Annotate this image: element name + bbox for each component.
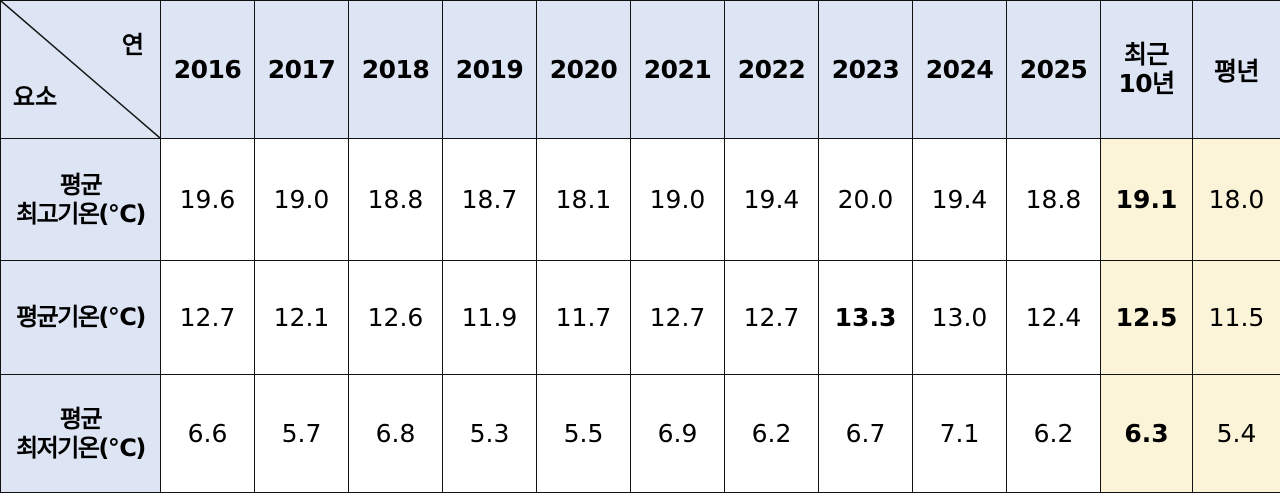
- recent-10yr-cell: 6.3: [1101, 375, 1193, 493]
- value-cell: 12.1: [255, 261, 349, 375]
- value-cell: 7.1: [913, 375, 1007, 493]
- corner-header-cell: 연 요소: [1, 1, 161, 139]
- corner-year-label: 연: [122, 25, 144, 60]
- value-cell: 12.4: [1007, 261, 1101, 375]
- value-cell: 6.2: [725, 375, 819, 493]
- year-header: 2019: [443, 1, 537, 139]
- value-cell: 5.5: [537, 375, 631, 493]
- row-label-line1: 평균: [60, 171, 101, 199]
- value-cell: 6.7: [819, 375, 913, 493]
- value-cell: 5.7: [255, 375, 349, 493]
- value-cell: 12.7: [631, 261, 725, 375]
- row-label-line2: 최고기온(℃): [16, 200, 145, 228]
- normal-header: 평년: [1193, 1, 1280, 139]
- normal-cell: 5.4: [1193, 375, 1280, 493]
- value-cell: 12.6: [349, 261, 443, 375]
- value-cell: 19.0: [631, 139, 725, 261]
- value-cell: 18.8: [1007, 139, 1101, 261]
- year-header: 2020: [537, 1, 631, 139]
- row-label-line2: 최저기온(℃): [16, 434, 145, 462]
- value-cell: 6.9: [631, 375, 725, 493]
- row-label: 평균기온(℃): [1, 261, 161, 375]
- normal-cell: 11.5: [1193, 261, 1280, 375]
- year-header: 2017: [255, 1, 349, 139]
- value-cell: 12.7: [725, 261, 819, 375]
- value-cell: 6.6: [161, 375, 255, 493]
- year-header: 2023: [819, 1, 913, 139]
- year-header: 2016: [161, 1, 255, 139]
- value-cell: 20.0: [819, 139, 913, 261]
- table-row: 평균기온(℃) 12.7 12.1 12.6 11.9 11.7 12.7 12…: [1, 261, 1280, 375]
- header-row: 연 요소 2016 2017 2018 2019 2020 2021 2022 …: [1, 1, 1280, 139]
- year-header: 2024: [913, 1, 1007, 139]
- corner-element-label: 요소: [13, 77, 57, 112]
- recent-10yr-cell: 12.5: [1101, 261, 1193, 375]
- year-header: 2025: [1007, 1, 1101, 139]
- value-cell: 11.7: [537, 261, 631, 375]
- year-header: 2022: [725, 1, 819, 139]
- value-cell: 19.4: [725, 139, 819, 261]
- row-label-line1: 평균기온(℃): [16, 303, 145, 331]
- value-cell: 13.0: [913, 261, 1007, 375]
- value-cell: 6.8: [349, 375, 443, 493]
- value-cell: 6.2: [1007, 375, 1101, 493]
- year-header: 2018: [349, 1, 443, 139]
- value-cell: 19.0: [255, 139, 349, 261]
- corner-diagonal-line: [1, 1, 160, 138]
- recent-10yr-cell: 19.1: [1101, 139, 1193, 261]
- year-header: 2021: [631, 1, 725, 139]
- value-cell: 19.6: [161, 139, 255, 261]
- recent-header-line2: 10년: [1118, 69, 1174, 98]
- value-cell: 18.7: [443, 139, 537, 261]
- value-cell-emphasized: 13.3: [819, 261, 913, 375]
- value-cell: 12.7: [161, 261, 255, 375]
- value-cell: 18.1: [537, 139, 631, 261]
- value-cell: 5.3: [443, 375, 537, 493]
- value-cell: 18.8: [349, 139, 443, 261]
- value-cell: 11.9: [443, 261, 537, 375]
- normal-cell: 18.0: [1193, 139, 1280, 261]
- recent-header-line1: 최근: [1124, 40, 1169, 69]
- row-label-line1: 평균: [60, 405, 101, 433]
- value-cell: 19.4: [913, 139, 1007, 261]
